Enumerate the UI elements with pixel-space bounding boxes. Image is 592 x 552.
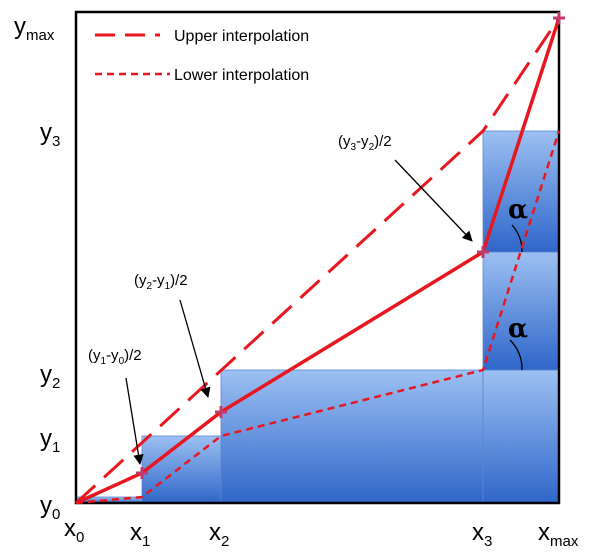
angle-arc-lower — [509, 339, 523, 371]
plot-frame — [74, 10, 561, 505]
y-label-2: y2 — [40, 361, 60, 392]
alpha-label-lower: α — [508, 314, 528, 344]
annotation-arrow-2 — [179, 299, 211, 398]
annotation-arrow-1 — [125, 377, 144, 466]
alpha-label-upper: α — [508, 195, 528, 225]
point-marker-1 — [136, 467, 148, 479]
x-label-0: x0 — [64, 515, 84, 546]
x-label-max: xmax — [538, 519, 579, 550]
annotation-label-3: (y3-y2)/2 — [338, 133, 392, 153]
x-axis-labels: x0 x1 x2 x3 xmax — [64, 515, 579, 550]
annotation-label-2: (y2-y1)/2 — [134, 272, 188, 292]
legend: Upper interpolation Lower interpolation — [95, 28, 309, 84]
bar-x3-xmax-mid — [482, 251, 560, 371]
point-marker-3 — [477, 246, 489, 258]
y-label-max: ymax — [14, 13, 55, 44]
y-label-0: y0 — [40, 492, 60, 523]
annotation-label-1: (y1-y0)/2 — [88, 347, 142, 367]
step-bars — [75, 130, 560, 504]
bar-x3-xmax-lower — [482, 369, 560, 504]
x-label-1: x1 — [130, 519, 150, 550]
upper-interpolation-line — [74, 17, 561, 505]
point-marker-max — [553, 12, 565, 24]
point-marker-2 — [215, 406, 227, 418]
point-markers — [136, 12, 565, 479]
annotation-arrow-3 — [394, 159, 473, 242]
y-label-1: y1 — [40, 425, 60, 456]
x-label-2: x2 — [209, 519, 229, 550]
legend-lower-label: Lower interpolation — [174, 67, 309, 84]
bar-x3-xmax-upper — [482, 130, 560, 253]
angle-arc-upper — [511, 224, 523, 253]
x-label-3: x3 — [472, 519, 492, 550]
bar-x2-x3 — [220, 369, 484, 504]
y-axis-labels: ymax y3 y2 y1 y0 — [14, 13, 60, 523]
y-label-3: y3 — [40, 119, 60, 150]
lower-interpolation-line — [75, 130, 561, 505]
legend-upper-label: Upper interpolation — [174, 28, 309, 45]
